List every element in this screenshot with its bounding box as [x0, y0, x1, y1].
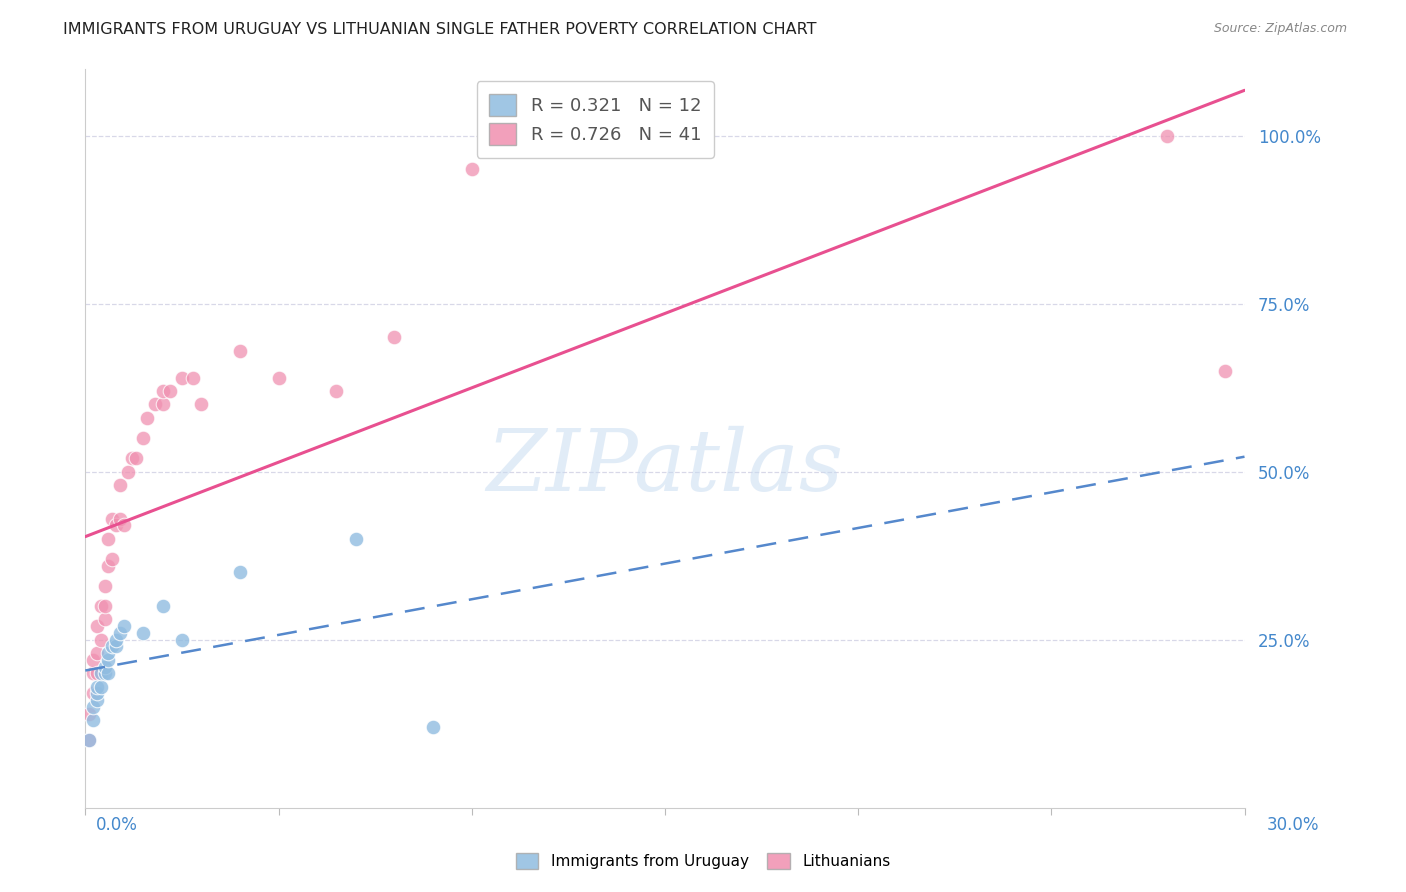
Text: IMMIGRANTS FROM URUGUAY VS LITHUANIAN SINGLE FATHER POVERTY CORRELATION CHART: IMMIGRANTS FROM URUGUAY VS LITHUANIAN SI…	[63, 22, 817, 37]
Point	[86, 646, 108, 660]
Point	[93, 612, 115, 626]
Point	[77, 733, 100, 747]
Point	[93, 666, 115, 681]
Point	[90, 680, 112, 694]
Point	[170, 370, 193, 384]
Point	[108, 626, 131, 640]
Point	[86, 619, 108, 633]
Point	[97, 666, 120, 681]
Point	[170, 632, 193, 647]
Point	[97, 646, 120, 660]
Point	[101, 511, 124, 525]
Point	[1213, 364, 1236, 378]
Point	[90, 632, 112, 647]
Point	[101, 640, 124, 654]
Point	[132, 431, 155, 445]
Point	[229, 343, 252, 358]
Point	[152, 397, 174, 411]
Point	[136, 411, 159, 425]
Point	[93, 659, 115, 673]
Point	[105, 640, 128, 654]
Point	[90, 666, 112, 681]
Point	[77, 733, 100, 747]
Point	[132, 626, 155, 640]
Point	[82, 686, 104, 700]
Point	[422, 720, 444, 734]
Legend: R = 0.321   N = 12, R = 0.726   N = 41: R = 0.321 N = 12, R = 0.726 N = 41	[477, 81, 714, 158]
Point	[82, 653, 104, 667]
Point	[86, 666, 108, 681]
Point	[267, 370, 290, 384]
Point	[121, 451, 143, 466]
Point	[229, 566, 252, 580]
Point	[82, 713, 104, 727]
Point	[152, 384, 174, 398]
Point	[93, 579, 115, 593]
Text: Source: ZipAtlas.com: Source: ZipAtlas.com	[1213, 22, 1347, 36]
Point	[108, 511, 131, 525]
Point	[105, 632, 128, 647]
Legend: Immigrants from Uruguay, Lithuanians: Immigrants from Uruguay, Lithuanians	[509, 847, 897, 875]
Point	[90, 599, 112, 613]
Text: 0.0%: 0.0%	[96, 816, 138, 834]
Text: ZIPatlas: ZIPatlas	[486, 426, 844, 509]
Point	[112, 619, 135, 633]
Point	[97, 558, 120, 573]
Point	[152, 599, 174, 613]
Point	[86, 680, 108, 694]
Point	[105, 518, 128, 533]
Point	[97, 653, 120, 667]
Point	[97, 532, 120, 546]
Point	[77, 706, 100, 721]
Point	[93, 599, 115, 613]
Point	[499, 128, 522, 143]
Point	[460, 162, 482, 177]
Point	[384, 330, 406, 344]
Point	[1156, 128, 1178, 143]
Point	[86, 693, 108, 707]
Point	[112, 518, 135, 533]
Point	[190, 397, 212, 411]
Text: 30.0%: 30.0%	[1267, 816, 1319, 834]
Point	[124, 451, 146, 466]
Point	[108, 478, 131, 492]
Point	[325, 384, 347, 398]
Point	[86, 686, 108, 700]
Point	[82, 699, 104, 714]
Point	[159, 384, 181, 398]
Point	[117, 465, 139, 479]
Point	[82, 666, 104, 681]
Point	[143, 397, 166, 411]
Point	[344, 532, 367, 546]
Point	[183, 370, 205, 384]
Point	[101, 552, 124, 566]
